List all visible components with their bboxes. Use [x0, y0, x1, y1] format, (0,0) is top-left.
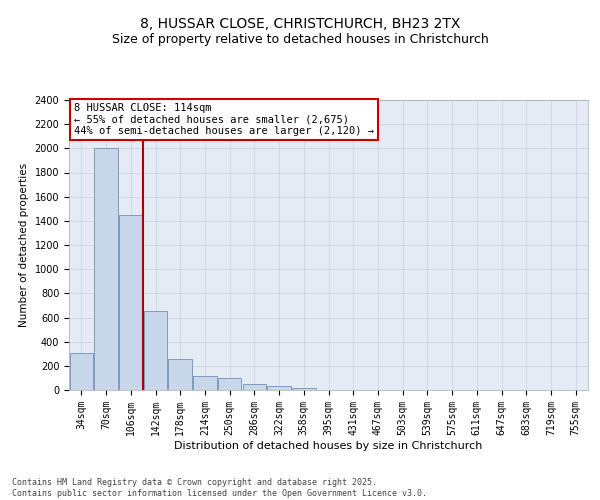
Bar: [169, 358, 192, 390]
Text: 8 HUSSAR CLOSE: 114sqm
← 55% of detached houses are smaller (2,675)
44% of semi-: 8 HUSSAR CLOSE: 114sqm ← 55% of detached…: [74, 103, 374, 136]
Bar: [193, 376, 217, 390]
Bar: [268, 386, 291, 390]
Bar: [242, 384, 266, 390]
Text: Contains HM Land Registry data © Crown copyright and database right 2025.
Contai: Contains HM Land Registry data © Crown c…: [12, 478, 427, 498]
Bar: [94, 148, 118, 390]
Bar: [70, 353, 93, 390]
Bar: [218, 378, 241, 390]
Text: Size of property relative to detached houses in Christchurch: Size of property relative to detached ho…: [112, 32, 488, 46]
Bar: [119, 215, 143, 390]
Bar: [292, 388, 316, 390]
Bar: [144, 312, 167, 390]
X-axis label: Distribution of detached houses by size in Christchurch: Distribution of detached houses by size …: [175, 440, 482, 450]
Text: 8, HUSSAR CLOSE, CHRISTCHURCH, BH23 2TX: 8, HUSSAR CLOSE, CHRISTCHURCH, BH23 2TX: [140, 18, 460, 32]
Y-axis label: Number of detached properties: Number of detached properties: [19, 163, 29, 327]
